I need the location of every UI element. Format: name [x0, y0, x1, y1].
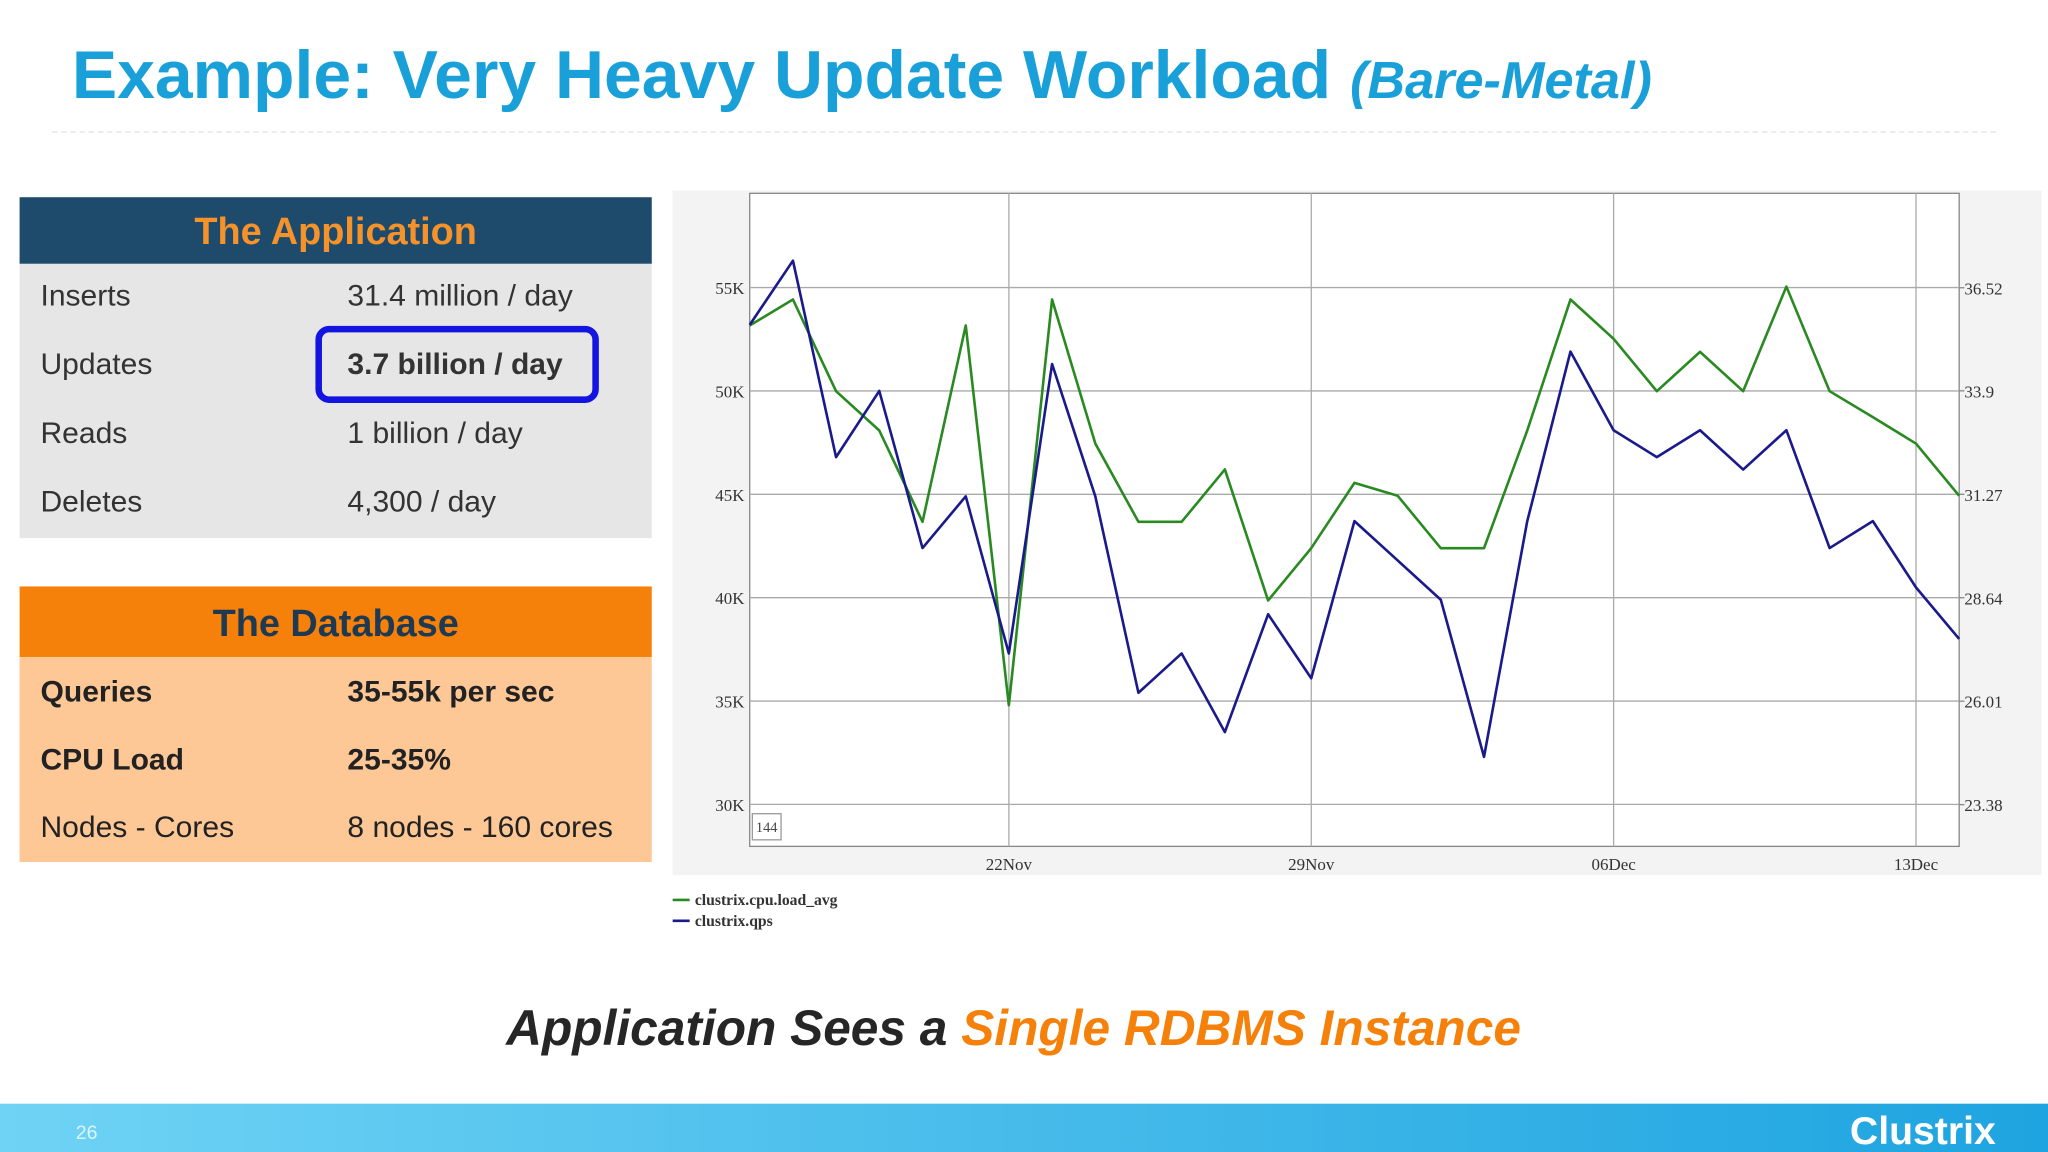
title-suffix: (Bare-Metal) — [1350, 52, 1652, 110]
row-value: 8 nodes - 160 cores — [347, 811, 612, 844]
y2-tick-label: 33.9 — [1964, 382, 1994, 401]
row-value: 35-55k per sec — [347, 675, 554, 708]
db-header-bg — [19, 586, 652, 657]
db-body-bg — [19, 656, 652, 863]
title-main: Example: Very Heavy Update Workload — [72, 38, 1331, 113]
x-tick-label: 29Nov — [1288, 855, 1335, 874]
row-label: CPU Load — [40, 743, 183, 776]
row-label: Updates — [40, 348, 152, 381]
x-tick-label: 13Dec — [1894, 855, 1939, 874]
row-value: 1 billion / day — [347, 417, 522, 450]
row-label: Deletes — [40, 485, 142, 518]
row-label: Inserts — [40, 280, 130, 313]
legend-label: clustrix.cpu.load_avg — [695, 892, 838, 909]
db-rows: Queries 35-55k per sec CPU Load 25-35% Nodes… — [40, 675, 612, 844]
y2-tick-label: 31.27 — [1964, 486, 2002, 505]
tagline-lead: Application Sees a — [504, 1000, 947, 1056]
y-tick-label: 45K — [715, 486, 745, 505]
app-header: The Application — [194, 211, 477, 253]
y-tick-label: 40K — [715, 589, 745, 608]
annotation-box — [751, 813, 782, 841]
x-tick-label: 22Nov — [986, 855, 1033, 874]
tagline-highlight: Single RDBMS Instance — [961, 1000, 1521, 1056]
x-tick-label: 06Dec — [1591, 855, 1636, 874]
app-header-bg — [19, 197, 652, 264]
row-label: Reads — [40, 417, 127, 450]
page-number: 26 — [76, 1122, 98, 1144]
y-tick-label: 35K — [715, 693, 745, 712]
tagline: Application Sees a Single RDBMS Instance — [504, 1000, 1521, 1056]
db-header: The Database — [213, 603, 459, 645]
y2-tick-label: 36.52 — [1964, 279, 2002, 298]
y-tick-label: 55K — [715, 279, 745, 298]
y-tick-label: 30K — [715, 796, 745, 815]
series-line — [749, 285, 1961, 707]
slide-title: Example: Very Heavy Update Workload (Bar… — [72, 38, 1652, 113]
legend-label: clustrix.qps — [695, 913, 773, 930]
y2-tick-label: 23.38 — [1964, 796, 2002, 815]
app-rows: Inserts 31.4 million / day Updates 3.7 bill… — [40, 280, 572, 519]
footer-bar — [0, 1103, 2048, 1152]
series-line — [748, 259, 1961, 759]
y2-tick-label: 28.64 — [1964, 589, 2003, 608]
row-value: 25-35% — [347, 743, 451, 776]
y-tick-label: 50K — [715, 382, 745, 401]
row-value: 31.4 million / day — [347, 280, 572, 313]
chart: 22Nov 29Nov 06Dec 13Dec 30K 35K 40K 45K 50K 55K 23… — [672, 193, 2003, 930]
row-value: 4,300 / day — [347, 485, 496, 518]
row-label: Nodes - Cores — [40, 811, 234, 844]
annotation: 144 — [756, 820, 778, 836]
row-value: 3.7 billion / day — [347, 348, 563, 381]
y2-tick-label: 26.01 — [1964, 693, 2002, 712]
highlight-box — [315, 325, 599, 403]
brand: Clustrix — [1850, 1110, 1996, 1152]
row-label: Queries — [40, 675, 152, 708]
